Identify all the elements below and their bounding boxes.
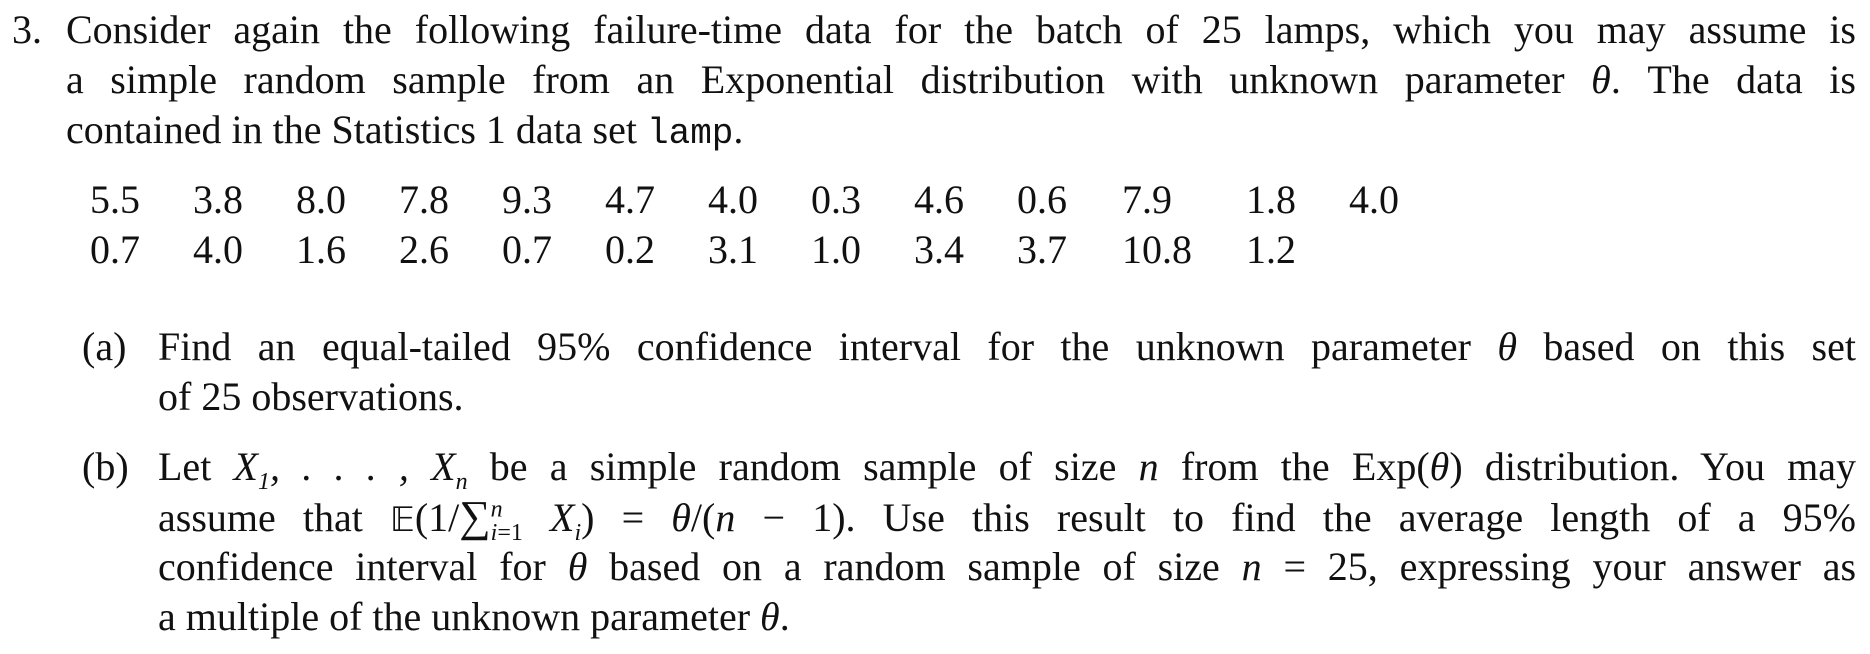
table-cell: 1.8 (1246, 177, 1296, 222)
table-cell: 1.6 (296, 227, 346, 272)
table-cell: 4.0 (708, 177, 758, 222)
intro-line-2: a simple random sample from an Exponenti… (66, 60, 1856, 100)
part-b-text: ) distribution. You may (1449, 444, 1857, 489)
table-cell: 10.8 (1122, 227, 1192, 272)
table-cell: 9.3 (502, 177, 552, 222)
part-b-text: a multiple of the unknown parameter (158, 594, 751, 639)
question-number: 3. (12, 7, 42, 52)
table-cell: 0.6 (1017, 177, 1067, 222)
part-b-line-1: Let X1, . . . , Xn be a simple random sa… (158, 444, 1857, 495)
table-cell: 4.0 (1349, 177, 1399, 222)
table-cell: 4.6 (914, 177, 964, 222)
part-b-text: assume that (158, 495, 363, 540)
part-a-line-1: Find an equal-tailed 95% confidence inte… (158, 327, 1856, 367)
n-symbol: n (1138, 444, 1159, 489)
intro-line-1-text: Consider again the following failure-tim… (66, 7, 1856, 52)
intro-line-1: Consider again the following failure-tim… (66, 10, 1856, 50)
sample-variables: X1, . . . , Xn (233, 444, 468, 495)
part-b-line-4: a multiple of the unknown parameter θ. (158, 597, 790, 637)
part-b-text: based on a random sample of size (609, 544, 1220, 589)
theta-symbol: θ (1591, 57, 1611, 102)
part-a-line-2: of 25 observations. (158, 374, 464, 419)
part-a-label: (a) (82, 324, 127, 369)
table-cell: 7.9 (1122, 177, 1172, 222)
theta-symbol: θ (1429, 444, 1450, 489)
expectation-formula: 𝔼(1/∑ni=1 Xi) = θ/(n − 1). (390, 492, 856, 546)
table-cell: 8.0 (296, 177, 346, 222)
part-b-text: be a simple random sample of size (489, 444, 1117, 489)
table-cell: 4.0 (193, 227, 243, 272)
table-cell: 2.6 (399, 227, 449, 272)
part-b-text: = 25, expressing your answer as (1283, 544, 1857, 589)
part-b-text: Let (158, 444, 212, 489)
part-b-period: . (779, 594, 790, 639)
table-cell: 0.7 (502, 227, 552, 272)
part-b-text: Use this result to find the average leng… (882, 495, 1857, 540)
part-b-text: confidence interval for (158, 544, 546, 589)
table-cell: 4.7 (605, 177, 655, 222)
table-cell: 0.3 (811, 177, 861, 222)
table-cell: 0.2 (605, 227, 655, 272)
intro-line-2-text: a simple random sample from an Exponenti… (66, 57, 1565, 102)
intro-line-2-tail: . The data is (1610, 57, 1856, 102)
dataset-name: lamp (646, 113, 734, 154)
table-cell: 7.8 (399, 177, 449, 222)
part-b-label: (b) (82, 444, 129, 489)
table-cell: 3.7 (1017, 227, 1067, 272)
intro-line-3-period: . (733, 107, 744, 152)
table-cell: 3.1 (708, 227, 758, 272)
part-b-text: from the Exp( (1180, 444, 1430, 489)
part-b-line-2: assume that 𝔼(1/∑ni=1 Xi) = θ/(n − 1). U… (158, 492, 1857, 546)
table-cell: 1.2 (1246, 227, 1296, 272)
theta-symbol: θ (567, 544, 588, 589)
table-cell: 5.5 (90, 177, 140, 222)
intro-line-3-text: contained in the Statistics 1 data set (66, 107, 637, 152)
table-cell: 1.0 (811, 227, 861, 272)
part-a-text: Find an equal-tailed 95% confidence inte… (158, 324, 1471, 369)
part-b-line-3: confidence interval for θ based on a ran… (158, 547, 1856, 587)
table-cell: 3.4 (914, 227, 964, 272)
intro-line-3: contained in the Statistics 1 data set l… (66, 110, 743, 154)
table-cell: 3.8 (193, 177, 243, 222)
table-cell: 0.7 (90, 227, 140, 272)
part-a-text-tail: based on this set (1543, 324, 1856, 369)
theta-symbol: θ (1497, 324, 1517, 369)
n-symbol: n (1241, 544, 1262, 589)
theta-symbol: θ (760, 594, 780, 639)
